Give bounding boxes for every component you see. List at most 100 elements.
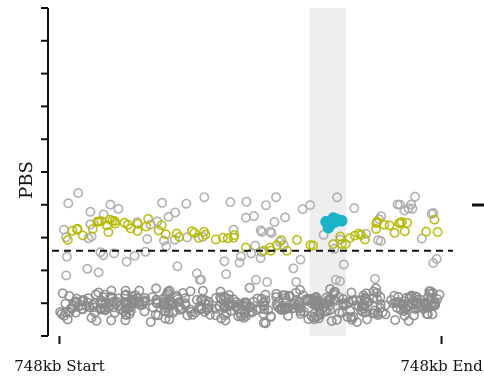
background-point [284, 291, 295, 302]
background-point [147, 291, 158, 302]
elevated-point [288, 263, 299, 274]
elevated-point [255, 225, 266, 236]
elevated-point [280, 212, 291, 223]
background-point [220, 315, 231, 326]
background-point [134, 299, 145, 310]
background-point [406, 290, 417, 301]
elevated-point [221, 269, 232, 280]
elevated-point [61, 270, 72, 281]
elevated-point [260, 200, 271, 211]
background-point [295, 308, 306, 319]
elevated-point [241, 196, 252, 207]
background-point [251, 305, 262, 316]
background-point [145, 316, 156, 327]
background-point [408, 310, 419, 321]
background-point [106, 315, 117, 326]
candidate-point [265, 245, 276, 256]
background-point [277, 290, 288, 301]
y-axis: PBS [16, 7, 49, 337]
background-point [100, 305, 111, 316]
background-point [187, 309, 198, 320]
candidate-point [92, 216, 103, 227]
candidate-point [384, 220, 395, 231]
background-point [425, 299, 436, 310]
candidate-point [222, 233, 233, 244]
background-point [96, 295, 107, 306]
background-point [191, 294, 202, 305]
candidate-point [399, 226, 410, 237]
elevated-point [225, 197, 236, 208]
background-point [303, 314, 314, 325]
elevated-point [142, 234, 153, 245]
background-point [205, 309, 216, 320]
elevated-point [329, 243, 340, 254]
elevated-point [98, 209, 109, 220]
candidate-point [210, 234, 221, 245]
background-point [210, 310, 221, 321]
background-point [168, 307, 179, 318]
background-point [345, 305, 356, 316]
elevated-point [73, 188, 84, 199]
background-point [347, 295, 358, 306]
elevated-point [251, 274, 262, 285]
background-point [434, 289, 445, 300]
elevated-point [60, 232, 71, 243]
elevated-point [83, 233, 94, 244]
elevated-point [234, 257, 245, 268]
background-point [430, 297, 441, 308]
background-point [171, 290, 182, 301]
background-point [163, 286, 174, 297]
candidate-point [87, 224, 98, 235]
candidate-point [271, 240, 282, 251]
candidate-point [389, 227, 400, 238]
background-point [120, 315, 131, 326]
background-point [338, 299, 349, 310]
background-point [120, 285, 131, 296]
background-point [353, 301, 364, 312]
background-point [361, 288, 372, 299]
background-point [326, 315, 337, 326]
elevated-point [266, 228, 277, 239]
background-point [234, 299, 245, 310]
candidate-point [336, 239, 347, 250]
background-point [82, 297, 93, 308]
background-point [228, 294, 239, 305]
background-point [388, 298, 399, 309]
elevated-point [407, 203, 418, 214]
elevated-point [409, 191, 420, 202]
background-point [173, 301, 184, 312]
background-point [60, 298, 71, 309]
candidate-point [132, 218, 143, 229]
elevated-point [85, 206, 96, 217]
background-point [71, 297, 82, 308]
background-point [238, 312, 249, 323]
candidate-point [308, 240, 319, 251]
background-point [368, 292, 379, 303]
candidate-point [72, 223, 83, 234]
background-point [120, 309, 131, 320]
candidate-point [228, 232, 239, 243]
elevated-point [163, 211, 174, 222]
background-point [230, 301, 241, 312]
background-point [351, 295, 362, 306]
elevated-point [330, 274, 341, 285]
background-point [163, 302, 174, 313]
candidate-point [291, 234, 302, 245]
elevated-point [373, 235, 384, 246]
candidate-point [96, 216, 107, 227]
background-point [361, 314, 372, 325]
elevated-point [235, 251, 246, 262]
elevated-point [271, 192, 282, 203]
background-point [303, 303, 314, 314]
elevated-point [248, 211, 259, 222]
elevated-point [159, 235, 170, 246]
x-axis: 748kb Start 748kb End [14, 336, 483, 375]
elevated-point [63, 198, 74, 209]
background-point [121, 289, 132, 300]
candidate-point [193, 232, 204, 243]
background-point [259, 300, 270, 311]
background-point [359, 301, 370, 312]
elevated-point [170, 207, 181, 218]
background-point [182, 310, 193, 321]
background-point [86, 312, 97, 323]
